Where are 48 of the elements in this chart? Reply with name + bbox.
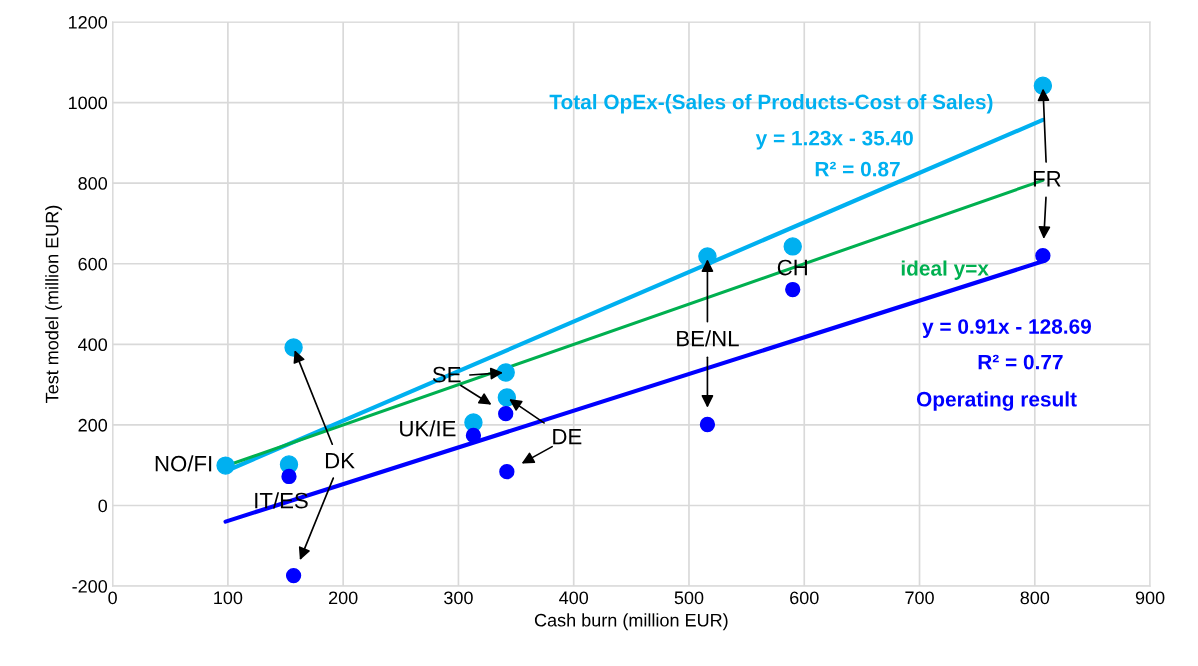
annotation: DE (553, 428, 582, 445)
point (785, 281, 801, 298)
point (285, 567, 302, 584)
point (216, 456, 235, 475)
y-tick-label: 1200 (68, 15, 108, 29)
annotation: y = 0.91x - 128.69 (922, 319, 1091, 338)
annotation: R² = 0.87 (815, 161, 900, 177)
point (465, 427, 482, 444)
series-label: ideal y=x (901, 260, 989, 280)
annotation: y = 1.23x - 35.40 (755, 130, 913, 150)
point (783, 237, 802, 256)
point (497, 388, 517, 407)
annotation: BE/NL (677, 330, 739, 347)
point (1035, 248, 1051, 264)
point (499, 464, 515, 480)
x-tick-label: 600 (790, 591, 819, 605)
annotation: UK/IE (400, 420, 456, 437)
x-axis-title: Cash burn (million EUR) (534, 613, 728, 631)
y-tick-label: 800 (78, 177, 108, 190)
y-tick-label: 600 (78, 257, 108, 271)
point (698, 247, 717, 266)
text: Operating result (916, 391, 1077, 411)
y-tick-label: 0 (98, 499, 108, 513)
point (284, 338, 303, 357)
point (1033, 76, 1053, 95)
x-tick-label: 0 (108, 591, 117, 605)
point (496, 363, 515, 382)
annotation: DK (325, 453, 355, 469)
x-tick-label: 300 (444, 591, 473, 605)
x-tick-label: 700 (905, 591, 934, 605)
x-tick-label: 900 (1135, 591, 1165, 605)
point (699, 416, 716, 433)
x-tick-label: 800 (1020, 591, 1050, 605)
y-tick-label: 400 (78, 338, 108, 352)
text: Total OpEx-(Sales of Products-Cost of Sales) (549, 94, 993, 114)
annotation: NO/FI (155, 455, 212, 472)
y-tick-label: -200 (72, 580, 108, 593)
x-tick-label: 100 (214, 591, 243, 605)
x-tick-label: 400 (559, 591, 589, 605)
y-tick-label: 1000 (68, 96, 108, 110)
x-tick-label: 500 (674, 591, 704, 605)
point (281, 468, 297, 485)
annotation: FR (1033, 171, 1061, 187)
y-axis-title: Test model (million EUR) (45, 205, 63, 403)
x-tick-label: 200 (329, 591, 358, 605)
annotation: R² = 0.77 (978, 354, 1063, 370)
y-tick-label: 200 (78, 418, 108, 432)
point (498, 405, 514, 422)
